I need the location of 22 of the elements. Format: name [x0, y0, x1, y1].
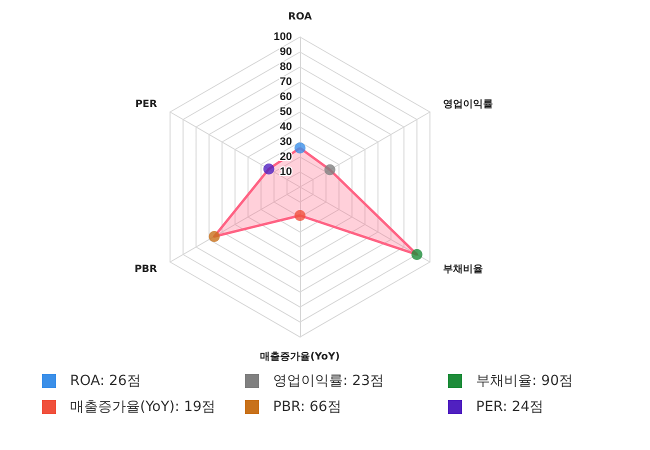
- y-tick-label: 100: [274, 31, 292, 43]
- text: 부채비율: 90점: [476, 372, 573, 390]
- spoke-label: 영업이익률: [442, 99, 493, 110]
- y-tick-label: 60: [280, 91, 292, 103]
- spoke-label: ROA: [288, 12, 312, 22]
- y-tick-label: 10: [280, 166, 292, 178]
- y-tick-label: 40: [280, 121, 292, 133]
- y-tick-label: 80: [280, 61, 292, 73]
- text: PER: 24점: [476, 398, 544, 416]
- y-tick-label: 50: [280, 106, 292, 118]
- spoke-label: 부채비율: [442, 264, 483, 275]
- spoke-label: 매출증가율(YoY): [260, 352, 340, 362]
- y-tick-label: 30: [280, 136, 292, 148]
- text: 영업이익률: 23점: [273, 372, 384, 390]
- y-tick-label: 90: [280, 46, 292, 58]
- text: PBR: 66점: [273, 398, 342, 416]
- spoke-label: PER: [135, 99, 158, 110]
- text: 매출증가율(YoY): 19점: [70, 398, 216, 416]
- text: ROA: 26점: [70, 372, 141, 390]
- y-tick-label: 70: [280, 76, 292, 88]
- spoke-label: PBR: [134, 264, 158, 275]
- y-tick-label: 20: [280, 151, 292, 163]
